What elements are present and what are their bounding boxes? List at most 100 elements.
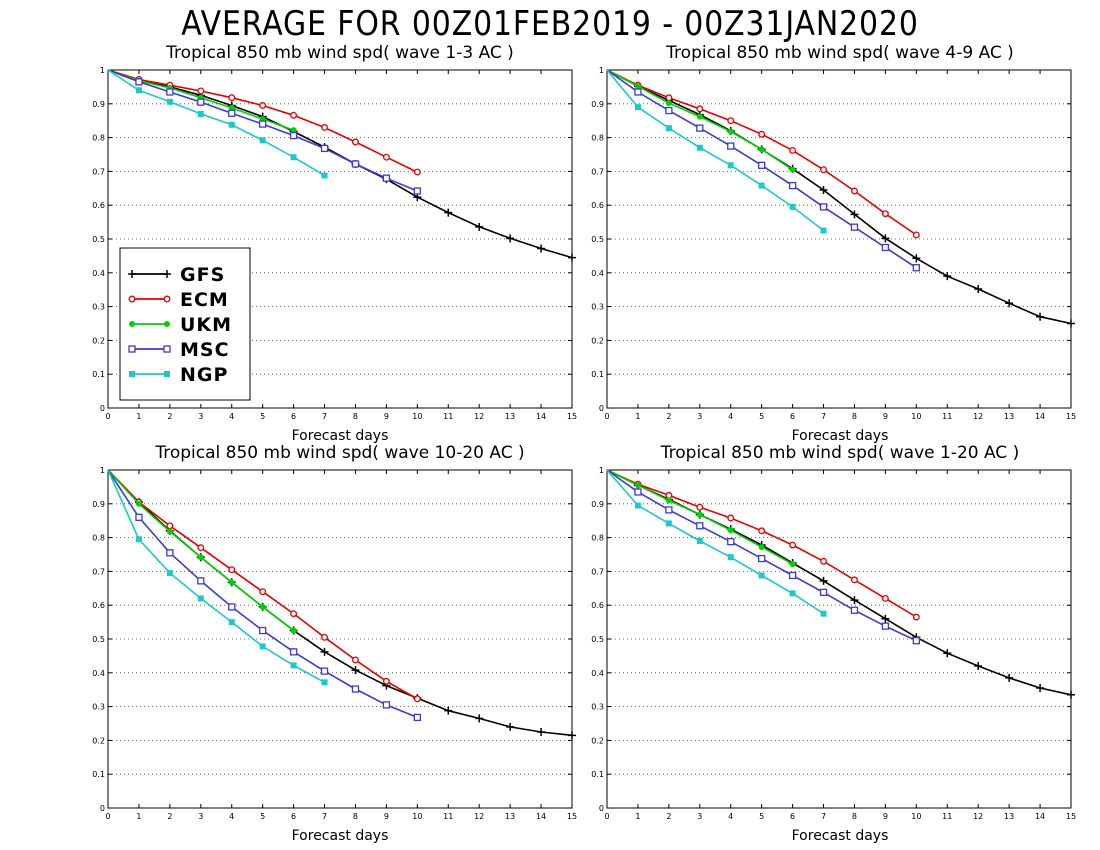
data-point-ngp	[789, 203, 796, 210]
legend-marker-msc	[128, 345, 136, 353]
x-tick-label: 4	[229, 812, 234, 821]
y-tick-label: 0.6	[92, 601, 105, 610]
x-tick-label: 9	[384, 812, 389, 821]
data-point-ukm	[290, 127, 297, 134]
legend-marker-ukm	[164, 321, 170, 327]
data-point-ecm	[413, 168, 421, 176]
series-gfs	[606, 69, 1075, 328]
series-ecm	[107, 469, 421, 703]
legend-marker-ngp	[164, 371, 170, 377]
data-point-gfs	[881, 234, 890, 243]
series-line-ngp	[107, 469, 325, 684]
series-ngp	[107, 69, 328, 179]
series-msc	[107, 69, 421, 195]
legend-label-gfs: GFS	[180, 264, 225, 286]
data-point-msc	[197, 577, 205, 585]
x-axis-label: Forecast days	[292, 428, 389, 444]
data-point-ngp	[758, 572, 765, 579]
x-tick-label: 2	[167, 412, 172, 421]
x-tick-label: 9	[384, 412, 389, 421]
data-point-ukm	[789, 560, 796, 567]
series-line-ukm	[606, 69, 794, 171]
x-tick-label: 6	[291, 812, 296, 821]
main-title: AVERAGE FOR 00Z01FEB2019 - 00Z31JAN2020	[181, 4, 919, 44]
x-tick-label: 12	[474, 412, 484, 421]
x-tick-label: 13	[505, 812, 515, 821]
chart-panel-4: Tropical 850 mb wind spd( wave 1-20 AC )…	[591, 443, 1076, 844]
data-point-ngp	[166, 98, 173, 105]
x-tick-label: 7	[322, 412, 327, 421]
data-point-gfs	[819, 576, 828, 585]
legend-label-msc: MSC	[180, 339, 230, 361]
data-point-ecm	[352, 656, 359, 664]
series-ukm	[606, 69, 796, 173]
y-tick-label: 0.3	[92, 303, 105, 312]
data-point-msc	[259, 626, 267, 635]
x-axis-label: Forecast days	[792, 828, 889, 844]
data-point-ngp	[634, 502, 641, 509]
data-point-ecm	[228, 566, 236, 574]
y-tick-label: 0.1	[92, 370, 105, 379]
data-point-ukm	[197, 554, 204, 561]
x-tick-label: 9	[883, 812, 888, 821]
data-point-gfs	[568, 731, 576, 740]
panel-title: Tropical 850 mb wind spd( wave 1-20 AC )	[660, 443, 1019, 463]
data-point-ecm	[382, 153, 390, 161]
y-tick-label: 0.7	[92, 167, 105, 176]
x-tick-label: 7	[322, 812, 327, 821]
x-tick-label: 4	[728, 412, 733, 421]
x-tick-label: 11	[942, 412, 952, 421]
data-point-msc	[819, 588, 828, 597]
x-tick-label: 7	[821, 412, 826, 421]
x-tick-label: 5	[759, 412, 764, 421]
data-point-msc	[696, 522, 704, 530]
series-msc	[107, 469, 421, 722]
data-point-ukm	[290, 627, 297, 634]
x-tick-label: 9	[883, 412, 888, 421]
data-point-ukm	[634, 482, 641, 489]
data-point-msc	[382, 174, 391, 182]
legend-marker-msc	[163, 345, 171, 353]
data-point-msc	[320, 144, 329, 153]
data-point-msc	[634, 88, 642, 96]
data-point-gfs	[537, 727, 546, 736]
y-tick-label: 0.9	[92, 500, 105, 509]
legend-label-ngp: NGP	[180, 364, 228, 386]
data-point-gfs	[850, 210, 859, 219]
legend-marker-gfs	[128, 270, 136, 278]
y-tick-label: 0.8	[591, 534, 604, 543]
y-tick-label: 0.7	[591, 167, 604, 176]
data-point-ngp	[290, 154, 297, 161]
data-point-msc	[850, 606, 859, 614]
series-ngp	[606, 469, 827, 617]
x-tick-label: 5	[260, 412, 265, 421]
x-tick-label: 8	[852, 412, 857, 421]
x-axis-label: Forecast days	[292, 828, 389, 844]
series-line-ngp	[606, 469, 824, 615]
series-line-gfs	[606, 69, 1072, 325]
y-tick-label: 0.4	[92, 269, 105, 278]
x-tick-label: 4	[728, 812, 733, 821]
data-point-ukm	[758, 544, 765, 551]
data-point-ecm	[758, 527, 766, 535]
x-tick-label: 14	[536, 812, 546, 821]
data-point-msc	[289, 131, 298, 140]
data-point-msc	[259, 120, 267, 128]
y-tick-label: 0.8	[92, 534, 105, 543]
data-point-msc	[166, 88, 174, 96]
legend-marker-ecm	[128, 295, 136, 303]
data-point-ukm	[665, 497, 672, 504]
y-tick-label: 0.2	[591, 336, 604, 345]
x-tick-label: 13	[505, 412, 515, 421]
data-point-ukm	[727, 527, 734, 534]
data-point-gfs	[912, 254, 921, 263]
series-ukm	[107, 469, 297, 634]
x-tick-label: 15	[567, 812, 577, 821]
data-point-ecm	[881, 594, 889, 602]
data-point-msc	[634, 488, 642, 496]
data-point-ecm	[290, 610, 298, 618]
y-tick-label: 0.6	[591, 201, 604, 210]
data-point-ngp	[135, 87, 142, 94]
panel-title: Tropical 850 mb wind spd( wave 10-20 AC …	[154, 443, 524, 463]
data-point-ecm	[851, 187, 858, 195]
